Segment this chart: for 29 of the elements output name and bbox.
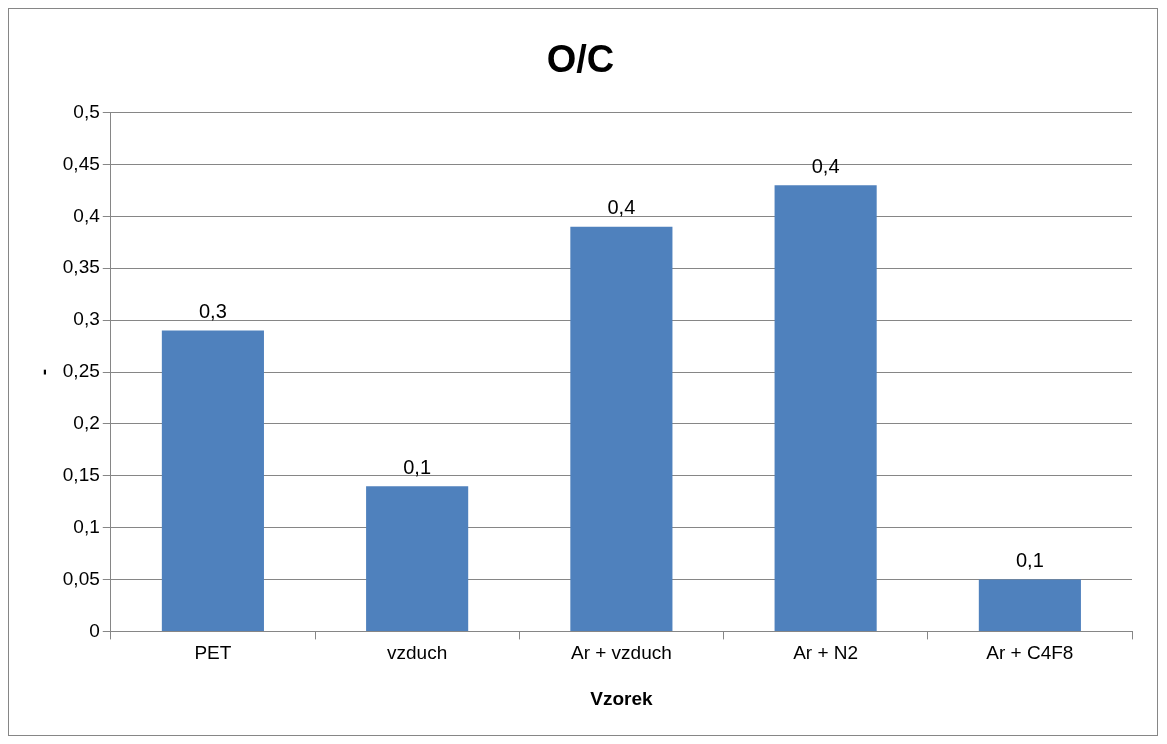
data-label: 0,4 — [607, 196, 636, 219]
x-tick-label: PET — [194, 642, 232, 664]
y-tick-label: 0,2 — [73, 412, 100, 434]
data-label: 0,1 — [403, 455, 432, 478]
x-tick-label: Ar + vzduch — [570, 642, 672, 664]
y-axis-title: - — [32, 368, 54, 376]
y-tick-label: 0,05 — [62, 567, 100, 589]
y-tick-label: 0,5 — [73, 100, 100, 122]
data-label: 0,4 — [811, 154, 840, 177]
chart-title: O/C — [546, 38, 615, 81]
bar — [774, 185, 877, 631]
bar — [161, 330, 264, 631]
y-tick-label: 0,25 — [62, 360, 100, 382]
data-label: 0,1 — [1015, 549, 1044, 572]
x-tick-label: Ar + N2 — [793, 642, 859, 664]
y-tick-label: 0,45 — [62, 152, 100, 174]
bar — [366, 486, 469, 631]
data-label: 0,3 — [199, 300, 227, 323]
x-axis-title: Vzorek — [590, 687, 653, 709]
y-tick-label: 0,35 — [62, 256, 100, 278]
x-tick-label: Ar + C4F8 — [986, 642, 1074, 664]
bar — [570, 226, 673, 631]
y-tick-label: 0 — [89, 619, 100, 641]
y-tick-label: 0,1 — [73, 515, 100, 537]
y-tick-label: 0,4 — [73, 204, 101, 226]
y-tick-label: 0,3 — [73, 308, 100, 330]
y-tick-label: 0,15 — [62, 463, 100, 485]
bar — [978, 579, 1081, 631]
x-tick-label: vzduch — [387, 642, 448, 664]
